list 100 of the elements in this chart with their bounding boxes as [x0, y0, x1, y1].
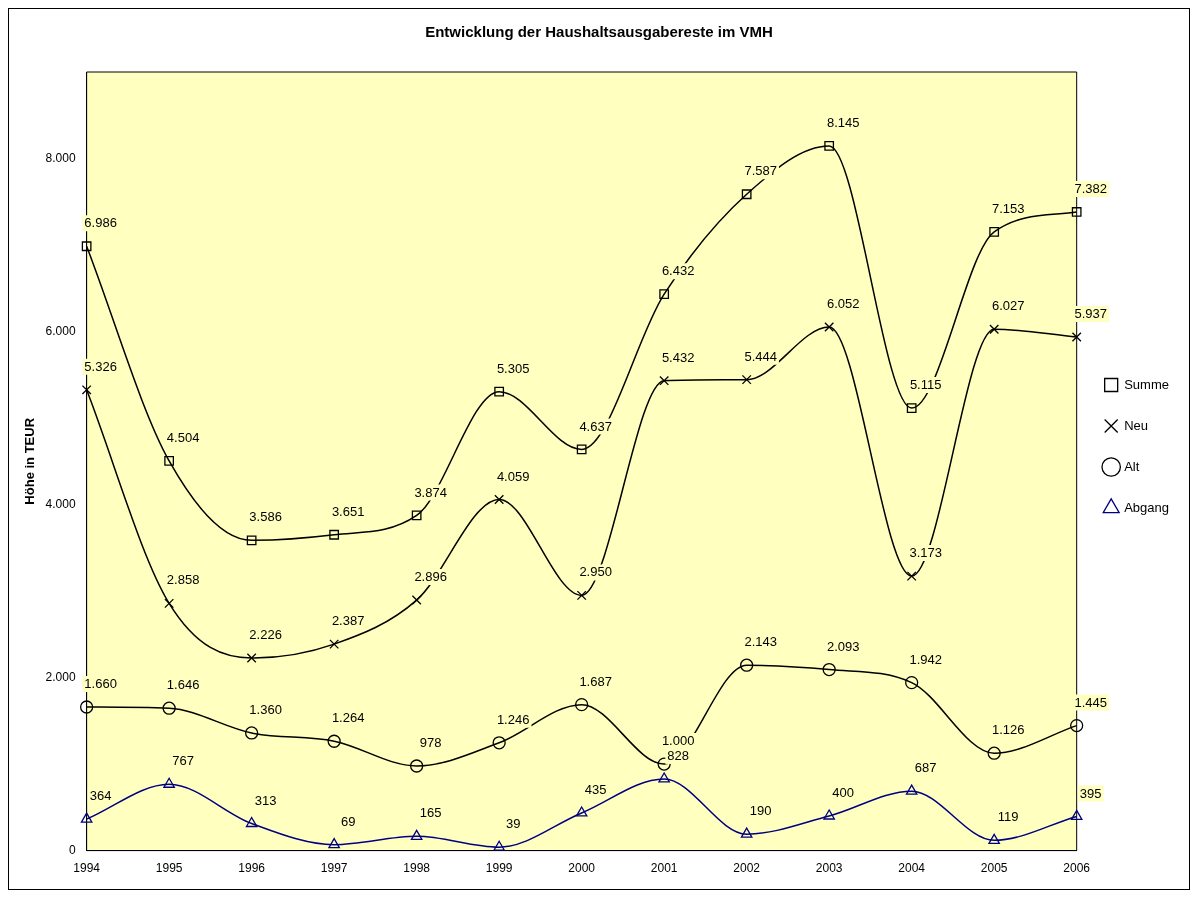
point	[575, 806, 588, 817]
data-label: 6.052	[826, 296, 860, 312]
y-tick-label: 8.000	[45, 150, 76, 165]
data-label: 767	[172, 753, 194, 769]
data-label: 4.637	[579, 418, 612, 434]
point	[989, 226, 1000, 237]
data-label: 5.115	[909, 377, 942, 393]
point	[1071, 332, 1082, 342]
point	[411, 595, 422, 605]
x-tick-label: 2002	[733, 861, 761, 876]
data-label: 8.145	[826, 115, 860, 131]
legend-label: Alt	[1124, 458, 1140, 474]
data-label: 978	[419, 735, 442, 751]
point	[740, 658, 754, 672]
point	[987, 746, 1001, 760]
data-label: 3.651	[331, 503, 365, 519]
x-tick-label: 1997	[320, 861, 348, 876]
point	[824, 141, 835, 151]
data-label: 313	[254, 792, 277, 808]
data-label: 1.264	[331, 710, 365, 726]
point	[576, 590, 587, 601]
data-label: 3.586	[249, 509, 282, 525]
point	[494, 386, 505, 397]
data-label: 5.937	[1074, 306, 1107, 322]
point	[740, 827, 753, 838]
point	[246, 653, 257, 663]
point	[494, 494, 505, 505]
data-label: 1.646	[166, 677, 200, 693]
x-tick-label: 1999	[485, 861, 513, 876]
point	[823, 809, 836, 820]
point	[328, 837, 340, 849]
data-label: 5.305	[496, 360, 530, 376]
x-tick-label: 2005	[980, 861, 1008, 876]
point	[164, 456, 175, 466]
data-label: 3.874	[414, 484, 447, 500]
legend-label: Abgang	[1124, 499, 1170, 515]
point	[327, 734, 341, 748]
point	[79, 700, 94, 714]
data-label: 2.387	[331, 613, 365, 629]
point	[824, 322, 835, 332]
data-label: 1.246	[496, 711, 530, 727]
point	[906, 571, 917, 581]
data-label: 4.504	[166, 430, 200, 446]
data-label: 190	[749, 803, 772, 819]
point	[329, 639, 340, 649]
x-tick-label: 2003	[815, 861, 843, 876]
data-label: 165	[419, 805, 442, 821]
data-label: 4.059	[496, 468, 530, 484]
data-label: 364	[89, 788, 112, 804]
chart-title: Entwicklung der Haushaltsausgabereste im VMH	[425, 23, 773, 41]
data-label: 1.660	[84, 676, 117, 692]
data-label: 1.942	[909, 651, 942, 667]
point	[492, 736, 506, 750]
x-tick-label: 1994	[73, 861, 101, 876]
point	[658, 772, 671, 783]
data-label: 7.587	[744, 163, 777, 179]
x-tick-label: 2006	[1063, 861, 1091, 876]
point	[163, 777, 175, 788]
point	[905, 675, 919, 690]
data-label: 1.687	[579, 673, 612, 689]
y-tick-label: 6.000	[45, 323, 76, 338]
y-tick-label: 2.000	[45, 669, 76, 684]
data-label: 2.950	[579, 564, 612, 580]
point	[411, 510, 422, 521]
point	[245, 816, 258, 828]
x-tick-label: 1998	[403, 861, 431, 876]
point	[81, 241, 92, 252]
point	[659, 375, 670, 386]
data-label: 7.153	[991, 200, 1025, 216]
y-tick-label: 0	[68, 842, 76, 857]
point	[1070, 809, 1083, 821]
data-label: 687	[914, 760, 937, 776]
point	[410, 759, 424, 773]
point	[162, 701, 176, 715]
data-label: 119	[997, 809, 1019, 825]
point	[329, 529, 340, 540]
data-label: 5.432	[661, 349, 695, 365]
data-label: 1.000	[661, 733, 695, 749]
data-label: 2.226	[249, 627, 282, 643]
point	[741, 189, 752, 200]
point	[576, 444, 587, 455]
data-label: 395	[1079, 785, 1102, 801]
point	[1070, 718, 1084, 733]
data-label: 3.173	[909, 545, 942, 561]
point	[905, 784, 918, 795]
legend-label: Neu	[1124, 417, 1149, 433]
data-label: 2.143	[744, 634, 777, 650]
data-label: 5.444	[744, 348, 777, 364]
data-label: 1.360	[249, 702, 282, 718]
data-label: 400	[832, 785, 855, 801]
point	[989, 324, 1000, 335]
data-label: 1.445	[1074, 694, 1107, 710]
point	[244, 726, 259, 740]
x-tick-label: 2001	[650, 861, 678, 876]
point	[246, 535, 257, 546]
point	[493, 840, 505, 851]
data-label: 435	[584, 782, 607, 798]
data-label: 6.027	[991, 298, 1025, 314]
point	[822, 662, 836, 677]
data-label: 2.093	[826, 638, 860, 654]
